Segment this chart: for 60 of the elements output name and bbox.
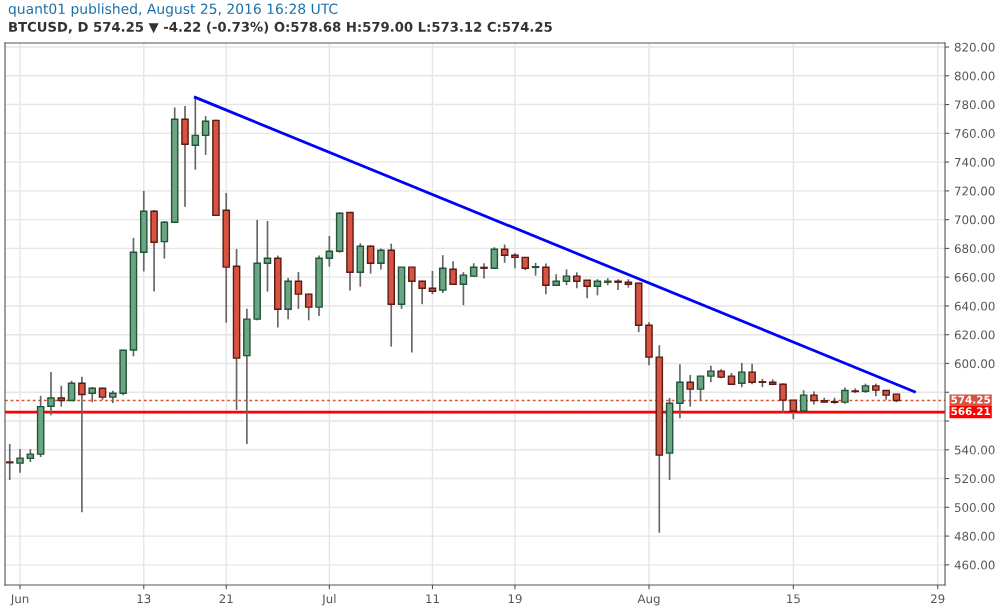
- candlestick: [490, 246, 499, 270]
- y-tick-label: 680.00: [954, 244, 995, 254]
- chart-subtitle: BTCUSD, D 574.25 ▼ -4.22 (-0.73%) O:578.68 H:579.00 L:573.12 C:574.25: [9, 21, 552, 34]
- y-tick-label: 760.00: [955, 129, 995, 138]
- y-tick-label: 460.00: [954, 560, 995, 570]
- y-tick-label: 660.00: [954, 272, 995, 282]
- candlestick: [676, 363, 684, 419]
- x-tick-label: Jun: [10, 594, 29, 606]
- x-tick-label: 13: [137, 594, 151, 604]
- candlestick: [542, 262, 550, 295]
- candlestick: [748, 362, 756, 386]
- ref-line-label: 574.25: [951, 395, 991, 404]
- candlestick: [428, 270, 437, 295]
- candlestick: [511, 252, 519, 270]
- candlestick: [263, 220, 272, 293]
- y-tick-label: 600.00: [954, 359, 995, 369]
- x-tick-label: 21: [219, 594, 233, 603]
- candlestick: [614, 278, 622, 291]
- y-tick-label: 720.00: [955, 186, 995, 196]
- x-tick-label: 15: [787, 594, 800, 604]
- candlestick: [696, 374, 705, 401]
- candlestick: [799, 389, 808, 413]
- y-tick-label: 820.00: [954, 42, 995, 52]
- x-tick-label: Aug: [637, 594, 660, 606]
- candlestick: [500, 243, 509, 264]
- candlestick: [191, 96, 200, 171]
- y-tick-label: 520.00: [954, 474, 995, 484]
- y-tick-label: 700.00: [955, 215, 995, 225]
- y-tick-label: 800.00: [954, 71, 995, 81]
- candlestick: [449, 260, 457, 286]
- x-tick-label: Jul: [321, 594, 336, 606]
- candlestick: [325, 235, 334, 268]
- chart-title: quant01 published, August 25, 2016 16:28 UTC: [8, 3, 338, 17]
- candlestick: [738, 362, 746, 389]
- candlestick: [480, 262, 488, 280]
- candlestick: [160, 220, 169, 260]
- y-tick-label: 620.00: [954, 330, 995, 340]
- y-tick-label: 740.00: [955, 157, 995, 167]
- y-tick-label: 640.00: [954, 301, 995, 311]
- candlestick: [438, 254, 447, 294]
- candlestick: [366, 244, 375, 275]
- ref-line-label: 566.21: [951, 407, 991, 416]
- y-tick-label: 500.00: [954, 503, 995, 512]
- y-tick-label: 480.00: [954, 531, 995, 541]
- candlestick: [408, 266, 416, 354]
- candlestick: [583, 279, 591, 300]
- candlestick: [16, 448, 24, 474]
- x-tick-label: 19: [508, 594, 522, 604]
- candlestick: [377, 247, 385, 271]
- candlestick: [5, 443, 14, 481]
- candlestick: [67, 379, 76, 402]
- y-tick-label: 780.00: [955, 100, 995, 110]
- x-tick-label: 29: [931, 594, 945, 604]
- candlestick: [304, 292, 313, 322]
- x-tick-label: 11: [426, 594, 439, 603]
- candlestick: [459, 271, 468, 307]
- y-tick-label: 540.00: [954, 445, 995, 455]
- candlestick: [47, 371, 55, 417]
- candlestick: [201, 115, 210, 156]
- candlestick: [294, 271, 303, 310]
